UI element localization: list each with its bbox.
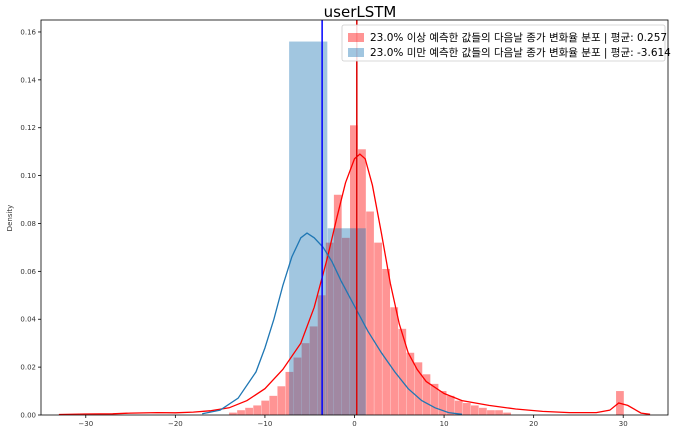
histogram-bar-series-0-bin-9 (301, 343, 310, 415)
x-tick-label-3: 0 (352, 420, 356, 428)
histogram-bar-series-0-bin-34 (503, 412, 511, 415)
axes: −30 −20 −10 0 10 20 30 0.00 0.02 0.04 0.06 0.08 0.10… (20, 19, 669, 428)
histogram-bar-series-1-bin-1 (327, 228, 366, 415)
histogram-bar-series-0-bin-25 (430, 383, 439, 415)
histogram-bar-series-0-bin-13 (333, 194, 342, 415)
histogram-bar-series-0-bin-4 (261, 400, 270, 415)
histogram-bar-series-0-bin-26 (438, 391, 447, 415)
histogram-bar-series-0-bin-8 (293, 357, 302, 415)
y-tick-label-0: 0.00 (20, 412, 36, 420)
histogram-bar-series-0-bin-6 (277, 386, 286, 415)
y-tick-label-4: 0.08 (20, 220, 36, 228)
histogram-bar-series-0-bin-22 (406, 352, 415, 415)
plot-area (58, 20, 651, 416)
x-tick-label-4: 10 (440, 420, 449, 428)
legend-swatch-0 (348, 33, 364, 42)
kde-line-series-1 (202, 232, 463, 415)
histogram-bar-series-0-bin-17 (366, 211, 374, 415)
x-tick-label-1: −20 (168, 420, 183, 428)
histogram-bar-series-0-bin-14 (341, 237, 350, 415)
histogram-bar-series-0-bin-10 (309, 326, 318, 415)
legend-entry-1: 23.0% 미만 예측한 값들의 다음날 종가 변화율 분포 | 평균: -3.… (370, 46, 671, 59)
legend: 23.0% 이상 예측한 값들의 다음날 종가 변화율 분포 | 평균: 0.2… (341, 24, 671, 62)
histogram-bar-series-0-bin-32 (487, 410, 495, 415)
histogram-bar-series-0-bin-30 (470, 405, 479, 415)
histogram-bar-series-0-bin-33 (495, 410, 503, 415)
y-axis-label: Density (6, 205, 14, 232)
chart-title: userLSTM (324, 3, 397, 21)
histogram-bar-series-0-bin-21 (398, 328, 407, 415)
histogram-bar-series-0-bin-2 (245, 407, 253, 415)
y-tick-label-7: 0.14 (20, 76, 36, 84)
y-tick-label-5: 0.10 (20, 172, 36, 180)
y-tick-label-8: 0.16 (20, 28, 36, 36)
x-tick-label-5: 20 (529, 420, 538, 428)
histogram-bar-series-0-bin-5 (269, 395, 278, 415)
y-tick-label-1: 0.02 (20, 364, 36, 372)
histogram-bar-series-0-bin-31 (479, 407, 487, 415)
histogram-bar-series-0-bin-19 (382, 268, 391, 415)
y-tick-label-3: 0.06 (20, 268, 36, 276)
histogram-bar-series-0-bin-7 (285, 371, 294, 415)
histogram-bar-series-0-bin-27 (446, 395, 455, 415)
legend-box (341, 24, 666, 62)
histogram-bar-series-1-bin-0 (289, 41, 328, 415)
histogram-bar-series-0-bin-3 (253, 405, 262, 415)
y-tick-label-6: 0.12 (20, 124, 36, 132)
histogram-bar-series-0-bin-23 (414, 362, 423, 415)
histogram-bar-series-0-bin-24 (422, 374, 431, 415)
histogram-bar-series-0-bin-0 (229, 412, 237, 415)
histogram-bar-series-0-bin-12 (325, 242, 334, 415)
x-tick-label-0: −30 (78, 420, 93, 428)
histogram-bar-series-0-bin-1 (237, 410, 245, 415)
histogram-bar-series-0-bin-20 (390, 307, 399, 415)
y-tick-label-2: 0.04 (20, 316, 36, 324)
histogram-bar-series-0-bin-16 (358, 149, 366, 416)
legend-entry-0: 23.0% 이상 예측한 값들의 다음날 종가 변화율 분포 | 평균: 0.2… (370, 31, 667, 44)
x-tick-label-6: 30 (619, 420, 628, 428)
legend-swatch-1 (348, 48, 364, 57)
histogram-bar-series-0-bin-29 (462, 403, 471, 415)
histogram-bar-series-0-bin-28 (454, 400, 463, 415)
kde-line-series-0 (58, 153, 651, 416)
histogram-bar-series-0-bin-15 (350, 125, 358, 415)
histogram-bar-series-0-bin-18 (374, 242, 382, 415)
x-tick-label-2: −10 (258, 420, 273, 428)
